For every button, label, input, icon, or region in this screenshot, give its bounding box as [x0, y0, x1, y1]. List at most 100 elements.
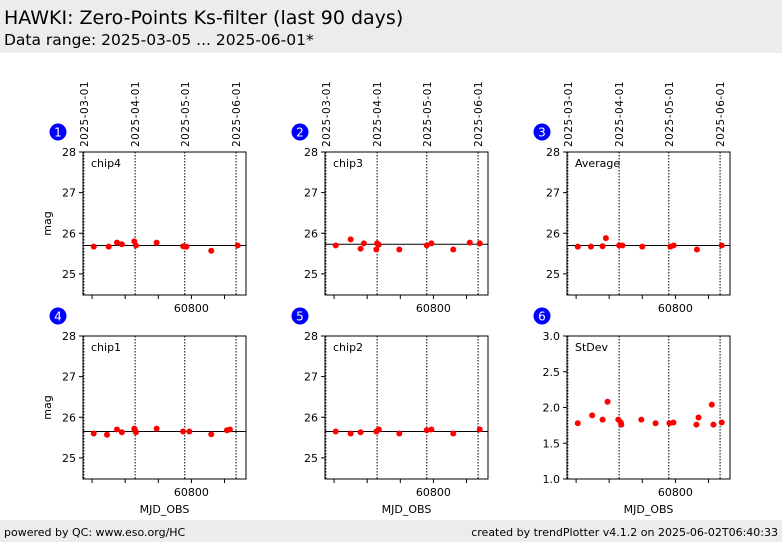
- x-tick-label: 60800: [174, 486, 209, 499]
- y-axis-label: mag: [41, 211, 54, 235]
- x-tick-label: 60800: [416, 302, 451, 315]
- page-title: HAWKI: Zero-Points Ks-filter (last 90 da…: [4, 7, 404, 29]
- panel-label: Average: [575, 157, 620, 170]
- x-tick-label: 60800: [658, 486, 693, 499]
- footer-powered-by: powered by QC: www.eso.org/HC: [4, 526, 186, 539]
- data-point: [332, 242, 339, 249]
- data-point: [118, 241, 125, 248]
- data-point: [180, 428, 187, 435]
- date-tick-label: 2025-06-01: [231, 81, 243, 147]
- date-tick-label: 2025-06-01: [715, 81, 727, 147]
- date-tick-label: 2025-05-01: [180, 81, 192, 147]
- y-tick-label: 26: [62, 227, 76, 240]
- data-point: [105, 243, 112, 250]
- data-point: [589, 412, 596, 419]
- data-point: [373, 246, 380, 253]
- y-tick-label: 28: [62, 330, 76, 343]
- panel-label: chip3: [333, 157, 363, 170]
- data-point: [423, 242, 430, 249]
- data-point: [618, 421, 625, 428]
- x-tick-label: 60800: [416, 486, 451, 499]
- data-point: [132, 429, 139, 436]
- data-point: [208, 431, 215, 438]
- data-point: [670, 242, 677, 249]
- panel-number-badge: [291, 123, 309, 141]
- panel-number: 4: [54, 310, 62, 324]
- data-point: [396, 246, 403, 253]
- data-point: [234, 242, 241, 249]
- data-point: [639, 243, 646, 250]
- panel-number: 2: [296, 126, 304, 140]
- header-bar: HAWKI: Zero-Points Ks-filter (last 90 da…: [0, 0, 782, 53]
- data-point: [587, 243, 594, 250]
- y-tick-label: 25: [304, 268, 318, 281]
- y-tick-label: 27: [304, 371, 318, 384]
- panel-number: 3: [538, 126, 546, 140]
- y-tick-label: 28: [304, 330, 318, 343]
- data-point: [695, 414, 702, 421]
- data-point: [450, 246, 457, 253]
- y-tick-label: 25: [62, 452, 76, 465]
- data-point: [375, 426, 382, 433]
- data-point: [428, 426, 435, 433]
- data-point: [374, 240, 381, 247]
- data-point: [357, 429, 364, 436]
- data-point: [466, 239, 473, 246]
- panel-number-badge: [49, 307, 67, 325]
- panel-number-badge: [291, 307, 309, 325]
- data-point: [153, 425, 160, 432]
- data-point: [476, 426, 483, 433]
- y-tick-label: 27: [546, 187, 560, 200]
- panel-label: chip4: [91, 157, 121, 170]
- panel-1: 1 2025-03-01 2025-04-01 2025-05-01 2025-06-0…: [41, 81, 247, 315]
- plot-frame: [566, 335, 731, 480]
- data-point: [476, 240, 483, 247]
- data-point: [90, 430, 97, 437]
- date-tick-label: 2025-03-01: [321, 81, 333, 147]
- y-tick-label: 28: [546, 146, 560, 159]
- x-tick-label: 60800: [174, 302, 209, 315]
- y-tick-label: 26: [62, 411, 76, 424]
- plot-frame: [324, 335, 489, 480]
- y-axis-label: mag: [41, 395, 54, 419]
- panel-4: 4 25 26 27 28 60800 chip1 mag MJD_OBS: [41, 307, 247, 516]
- data-point: [693, 246, 700, 253]
- y-tick-label: 1.5: [543, 437, 561, 450]
- panel-number-badge: [49, 123, 67, 141]
- date-tick-label: 2025-04-01: [614, 81, 626, 147]
- data-point: [208, 247, 215, 254]
- y-tick-label: 3.0: [543, 330, 561, 343]
- y-tick-label: 27: [62, 371, 76, 384]
- y-tick-label: 25: [546, 268, 560, 281]
- y-tick-label: 2.5: [543, 366, 561, 379]
- x-axis-label: MJD_OBS: [140, 503, 190, 516]
- date-tick-label: 2025-04-01: [130, 81, 142, 147]
- data-point: [396, 430, 403, 437]
- date-tick-label: 2025-03-01: [563, 81, 575, 147]
- panel-2: 2 2025-03-01 2025-04-01 2025-05-01 2025-06-0…: [291, 81, 489, 315]
- plot-frame: [82, 151, 247, 296]
- data-point: [113, 239, 120, 246]
- data-point: [718, 242, 725, 249]
- data-point: [574, 420, 581, 427]
- y-tick-label: 25: [62, 268, 76, 281]
- date-tick-label: 2025-05-01: [422, 81, 434, 147]
- panel-number: 6: [538, 310, 546, 324]
- data-point: [347, 430, 354, 437]
- y-tick-label: 25: [304, 452, 318, 465]
- data-point: [226, 426, 233, 433]
- data-point: [602, 235, 609, 242]
- data-point: [619, 242, 626, 249]
- data-point: [423, 427, 430, 434]
- data-point: [708, 401, 715, 408]
- data-point: [347, 236, 354, 243]
- y-tick-label: 26: [546, 227, 560, 240]
- plot-frame: [324, 151, 489, 296]
- panel-label: chip2: [333, 341, 363, 354]
- y-tick-label: 28: [304, 146, 318, 159]
- data-point: [183, 243, 190, 250]
- data-point: [574, 243, 581, 250]
- date-tick-label: 2025-04-01: [372, 81, 384, 147]
- data-point: [153, 239, 160, 246]
- x-tick-label: 60800: [658, 302, 693, 315]
